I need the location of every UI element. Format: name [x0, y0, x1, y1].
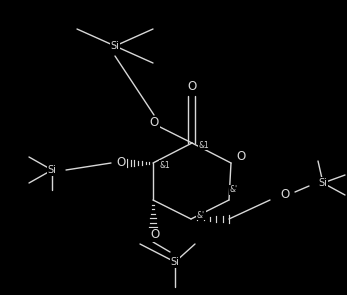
Text: &': &': [197, 211, 205, 219]
Text: &1: &1: [198, 140, 209, 150]
Text: Si: Si: [48, 165, 57, 175]
Text: &1: &1: [160, 160, 170, 170]
Text: O: O: [236, 150, 246, 163]
Text: Si: Si: [319, 178, 328, 188]
Text: O: O: [149, 117, 159, 130]
Text: Si: Si: [171, 257, 179, 267]
Text: Si: Si: [111, 41, 119, 51]
Text: O: O: [116, 157, 126, 170]
Text: O: O: [150, 229, 160, 242]
Text: O: O: [280, 188, 290, 201]
Text: &': &': [230, 186, 238, 194]
Text: O: O: [187, 81, 197, 94]
